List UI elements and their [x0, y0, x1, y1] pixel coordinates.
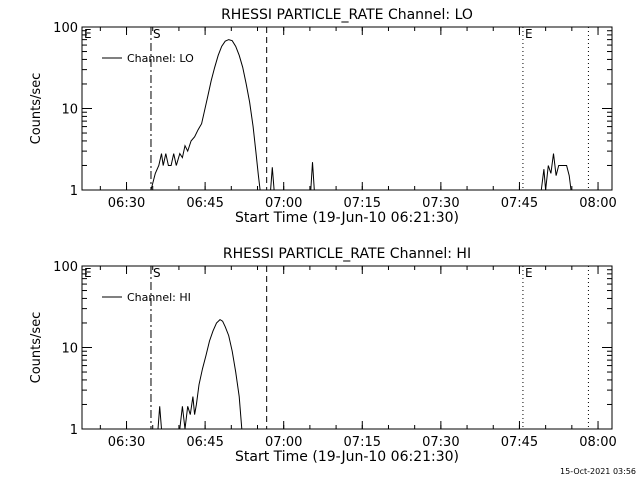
chart-title: RHESSI PARTICLE_RATE Channel: HI: [223, 246, 471, 262]
y-axis-label: Counts/sec: [29, 312, 44, 384]
x-tick-label: 07:15: [344, 435, 381, 450]
x-tick-label: 06:45: [186, 196, 223, 211]
x-tick-label: 06:30: [108, 435, 145, 450]
legend-label: Channel: LO: [127, 52, 194, 65]
footer-timestamp: 15-Oct-2021 03:56: [560, 467, 636, 476]
event-marker-label: S: [153, 27, 161, 41]
chart-title: RHESSI PARTICLE_RATE Channel: LO: [221, 7, 473, 23]
y-axis-label: Counts/sec: [29, 73, 44, 145]
event-marker-label: E: [525, 266, 533, 280]
x-tick-label: 07:30: [422, 435, 459, 450]
series-line: [310, 162, 315, 191]
series-line: [179, 318, 243, 430]
x-tick-label: 08:00: [579, 196, 616, 211]
y-tick-label: 1: [70, 423, 78, 438]
y-tick-label: 10: [61, 103, 78, 118]
x-tick-label: 07:00: [265, 196, 302, 211]
x-tick-label: 08:00: [579, 435, 616, 450]
x-tick-label: 07:45: [501, 435, 538, 450]
x-axis-label: Start Time (19-Jun-10 06:21:30): [235, 210, 459, 226]
series-line: [540, 153, 572, 191]
x-tick-label: 07:15: [344, 196, 381, 211]
y-tick-label: 100: [53, 21, 78, 36]
x-tick-label: 07:00: [265, 435, 302, 450]
series-line: [270, 167, 275, 191]
series-line: [150, 39, 261, 191]
series-line: [157, 406, 162, 430]
x-tick-label: 06:30: [108, 196, 145, 211]
x-tick-label: 07:45: [501, 196, 538, 211]
x-axis-label: Start Time (19-Jun-10 06:21:30): [235, 449, 459, 465]
chart-panel-1: [81, 26, 613, 191]
x-tick-label: 07:30: [422, 196, 459, 211]
event-marker-label: E: [525, 27, 533, 41]
chart-panel-2: [81, 265, 613, 430]
x-tick-label: 06:45: [186, 435, 223, 450]
legend-label: Channel: HI: [127, 291, 191, 304]
event-marker-label: S: [153, 266, 161, 280]
event-marker-label: E: [84, 27, 92, 41]
y-tick-label: 100: [53, 260, 78, 275]
event-marker-label: E: [84, 266, 92, 280]
y-tick-label: 1: [70, 184, 78, 199]
y-tick-label: 10: [61, 342, 78, 357]
